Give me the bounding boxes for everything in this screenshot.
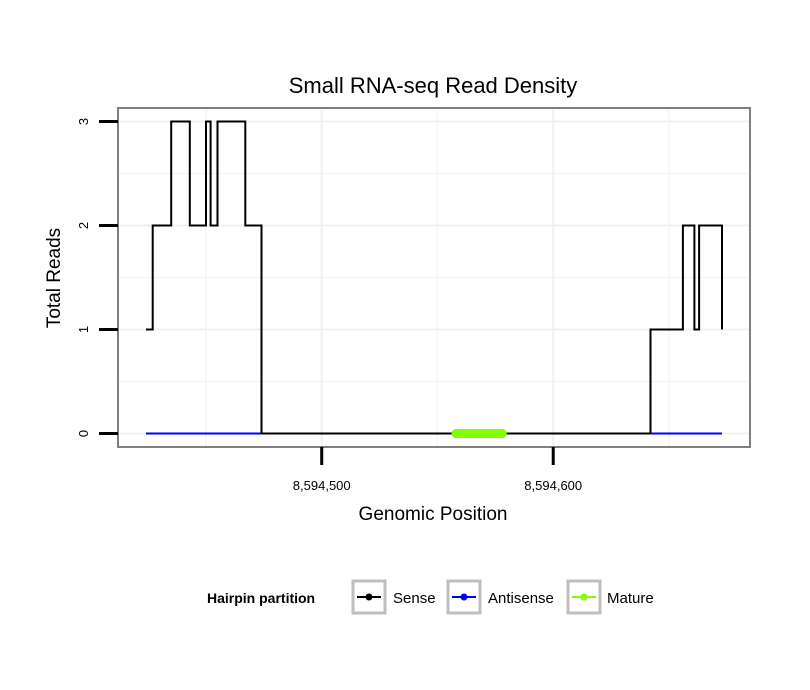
plot-border	[117, 107, 751, 448]
legend-label-antisense: Antisense	[488, 590, 554, 607]
legend: Hairpin partition Sense Antisense Mature	[207, 579, 654, 615]
y-tick-label: 3	[76, 118, 91, 125]
legend-item-mature: Mature	[566, 579, 654, 615]
legend-point-mature	[580, 593, 588, 601]
x-tick-label: 8,594,500	[293, 478, 351, 493]
legend-title: Hairpin partition	[207, 590, 315, 606]
legend-label-mature: Mature	[607, 590, 654, 607]
y-tick-label: 2	[76, 222, 91, 229]
legend-point-antisense	[460, 593, 468, 601]
y-axis-title: Total Reads	[44, 228, 65, 328]
y-tick-label: 1	[76, 326, 91, 333]
x-axis: 8,594,500 8,594,600	[293, 447, 582, 493]
legend-item-antisense: Antisense	[446, 579, 554, 615]
x-axis-title: Genomic Position	[359, 504, 508, 525]
legend-point-sense	[365, 593, 373, 601]
series-line-sense	[146, 120, 723, 435]
y-tick-label: 0	[76, 430, 91, 437]
y-axis: 0 1 2 3	[76, 118, 118, 437]
chart-title: Small RNA-seq Read Density	[289, 73, 578, 98]
series-layer	[146, 120, 723, 438]
legend-item-sense: Sense	[351, 579, 436, 615]
x-tick-label: 8,594,600	[524, 478, 582, 493]
legend-label-sense: Sense	[393, 590, 436, 607]
